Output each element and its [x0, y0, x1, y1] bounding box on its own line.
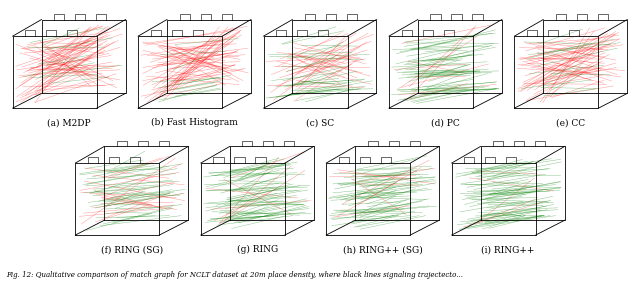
Text: (e) CC: (e) CC — [556, 118, 586, 127]
Text: (b) Fast Histogram: (b) Fast Histogram — [151, 118, 238, 127]
Text: (g) RING: (g) RING — [237, 245, 278, 254]
Text: (c) SC: (c) SC — [306, 118, 334, 127]
Text: (f) RING (SG): (f) RING (SG) — [100, 245, 163, 254]
Text: (h) RING++ (SG): (h) RING++ (SG) — [343, 245, 422, 254]
Text: (a) M2DP: (a) M2DP — [47, 118, 91, 127]
Text: (i) RING++: (i) RING++ — [481, 245, 535, 254]
Text: (d) PC: (d) PC — [431, 118, 460, 127]
Text: Fig. 12: Qualitative comparison of match graph for NCLT dataset at 20m place den: Fig. 12: Qualitative comparison of match… — [6, 271, 463, 279]
